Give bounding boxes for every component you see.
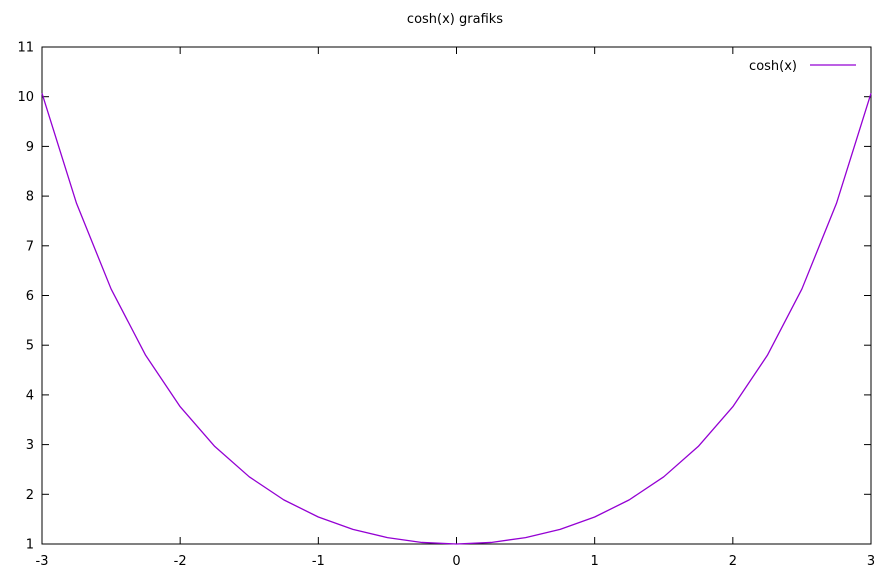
y-tick-label: 4 <box>26 388 34 403</box>
legend-label-cosh: cosh(x) <box>749 59 797 74</box>
y-tick-label: 9 <box>26 140 34 155</box>
x-tick-label: 3 <box>867 554 875 569</box>
y-tick-label: 8 <box>26 190 34 205</box>
chart-title: cosh(x) grafiks <box>407 12 503 27</box>
x-tick-label: -2 <box>174 554 187 569</box>
axis-ticks <box>41 46 872 545</box>
y-tick-label: 5 <box>26 339 34 354</box>
y-tick-label: 11 <box>17 41 34 56</box>
y-tick-label: 10 <box>17 90 34 105</box>
y-tick-label: 2 <box>26 488 34 503</box>
x-tick-label: -3 <box>36 554 49 569</box>
y-tick-label: 1 <box>26 538 34 553</box>
series-layer <box>41 93 872 545</box>
axis-tick-labels: -3 -2 -1 0 1 2 3 1 2 3 4 5 6 7 8 9 10 11 <box>17 41 875 570</box>
y-tick-label: 7 <box>26 239 34 254</box>
series-line-cosh <box>41 93 872 545</box>
x-tick-label: -1 <box>312 554 325 569</box>
x-tick-label: 2 <box>729 554 737 569</box>
x-tick-label: 0 <box>452 554 460 569</box>
y-tick-label: 3 <box>26 438 34 453</box>
plot-frame <box>41 46 872 545</box>
y-tick-label: 6 <box>26 289 34 304</box>
x-tick-label: 1 <box>591 554 599 569</box>
legend: cosh(x) <box>749 59 856 74</box>
